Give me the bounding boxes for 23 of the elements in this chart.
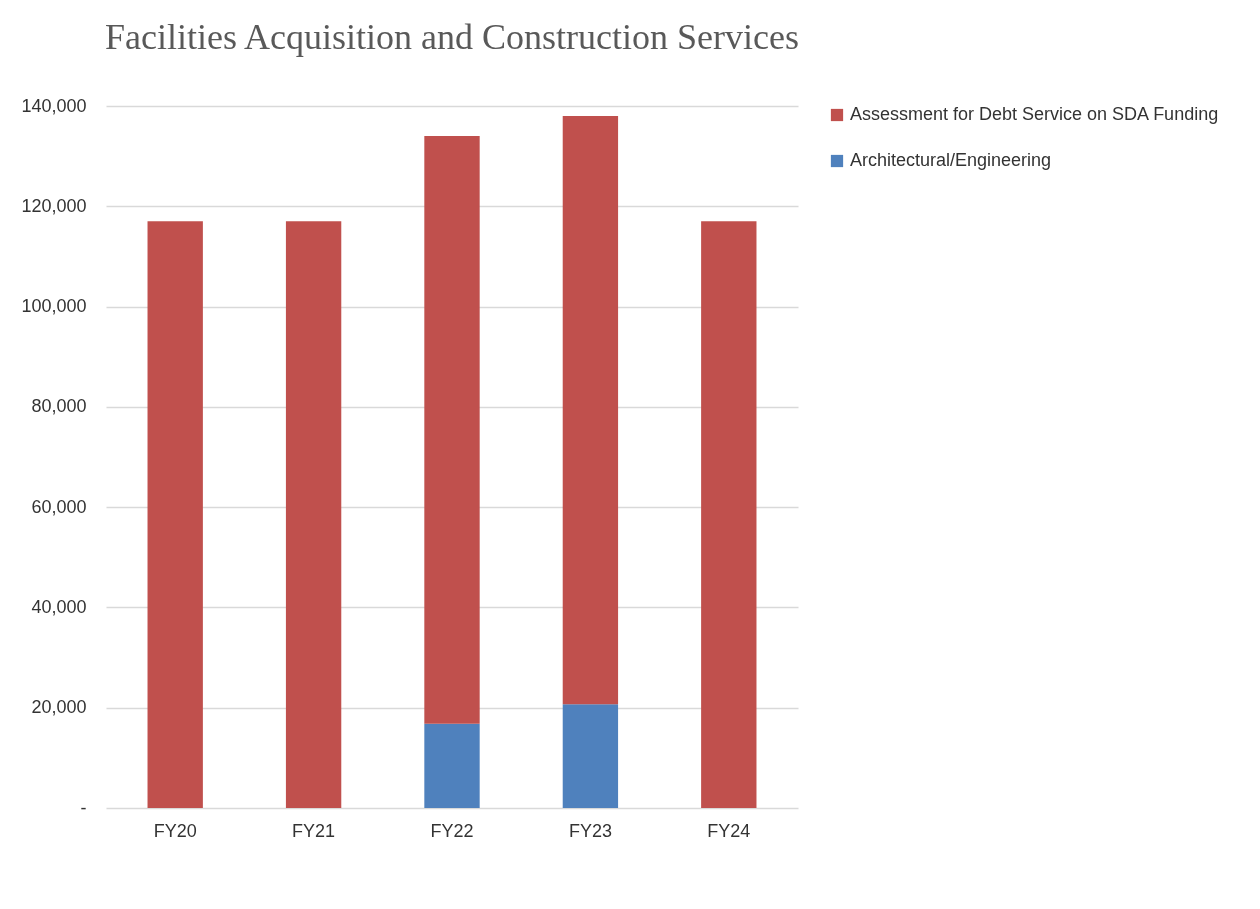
y-tick-label: 140,000 [21, 95, 87, 116]
x-tick-label: FY21 [292, 820, 336, 841]
bar [285, 221, 342, 808]
bar [562, 704, 619, 808]
x-tick-label: FY22 [430, 820, 474, 841]
x-tick-label: FY23 [568, 820, 612, 841]
chart-title: Facilities Acquisition and Construction Services [105, 17, 799, 57]
x-tick-label: FY20 [153, 820, 197, 841]
y-tick-label: 80,000 [31, 396, 87, 417]
bar [424, 136, 480, 724]
x-tick-label: FY24 [707, 820, 751, 841]
legend-label: Assessment for Debt Service on SDA Funding [850, 104, 1219, 124]
bar [701, 221, 757, 808]
bar [424, 723, 480, 808]
y-tick-label: 20,000 [31, 697, 87, 718]
bar [562, 116, 619, 705]
y-tick-label: 120,000 [21, 195, 87, 216]
y-tick-label: 100,000 [21, 296, 87, 317]
bar [147, 221, 203, 808]
legend-label: Architectural/Engineering [850, 150, 1052, 170]
y-tick-label: - [80, 797, 87, 818]
y-tick-label: 60,000 [31, 496, 87, 517]
y-tick-label: 40,000 [31, 596, 87, 617]
